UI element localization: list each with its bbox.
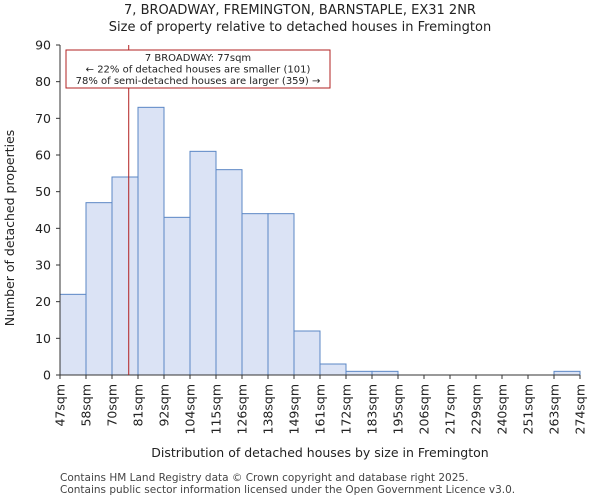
bar-92sqm: [163, 216, 191, 376]
bar-172sqm: [345, 370, 373, 376]
annotation-title: 7 BROADWAY: 77sqm: [145, 53, 251, 64]
x-tick-label: 183sqm: [365, 384, 380, 434]
x-tick-label: 138sqm: [261, 384, 276, 434]
x-tick-label: 263sqm: [547, 384, 562, 434]
y-tick-label: 60: [35, 148, 51, 163]
y-tick-label: 30: [35, 258, 51, 273]
x-tick-label: 104sqm: [183, 384, 198, 434]
annotation-larger: 78% of semi-detached houses are larger (…: [76, 76, 321, 87]
x-tick-label: 195sqm: [391, 384, 406, 434]
x-tick-label: 149sqm: [287, 384, 302, 434]
bar-149sqm: [293, 330, 321, 376]
annotation-box: [65, 49, 331, 89]
footer-licence: Contains public sector information licen…: [60, 484, 516, 496]
y-tick-label: 0: [43, 368, 51, 383]
x-tick-label: 172sqm: [339, 384, 354, 434]
bar-58sqm: [85, 202, 113, 376]
x-tick-label: 70sqm: [105, 384, 120, 427]
y-tick-label: 50: [35, 184, 51, 199]
bar-115sqm: [215, 169, 243, 376]
footer-copyright: Contains HM Land Registry data © Crown c…: [60, 472, 469, 484]
bar-126sqm: [241, 213, 269, 376]
x-tick-label: 81sqm: [131, 384, 146, 427]
chart-title: 7, BROADWAY, FREMINGTON, BARNSTAPLE, EX3…: [124, 3, 476, 18]
bar-183sqm: [371, 370, 399, 376]
bar-70sqm: [111, 176, 139, 376]
x-tick-label: 229sqm: [469, 384, 484, 434]
x-tick-label: 47sqm: [53, 384, 68, 427]
x-tick-label: 217sqm: [443, 384, 458, 434]
x-tick-label: 92sqm: [157, 384, 172, 427]
x-tick-label: 115sqm: [209, 384, 224, 434]
bar-138sqm: [267, 213, 295, 376]
y-tick-label: 40: [35, 221, 51, 236]
x-tick-label: 251sqm: [521, 384, 536, 434]
x-tick-label: 240sqm: [495, 384, 510, 434]
bar-104sqm: [189, 150, 217, 376]
bar-47sqm: [59, 293, 87, 376]
y-tick-label: 10: [35, 331, 51, 346]
y-tick-label: 90: [35, 38, 51, 53]
annotation-smaller: ← 22% of detached houses are smaller (10…: [86, 65, 311, 76]
chart-subtitle: Size of property relative to detached ho…: [108, 20, 492, 35]
x-axis-label: Distribution of detached houses by size …: [151, 445, 488, 460]
bar-161sqm: [319, 363, 347, 376]
y-axis-label: Number of detached properties: [2, 130, 17, 327]
y-tick-label: 70: [35, 111, 51, 126]
x-tick-label: 161sqm: [313, 384, 328, 434]
x-tick-label: 58sqm: [79, 384, 94, 427]
x-tick-label: 206sqm: [417, 384, 432, 434]
x-tick-label: 274sqm: [573, 384, 588, 434]
bar-263sqm: [553, 370, 581, 376]
y-tick-label: 20: [35, 294, 51, 309]
bar-81sqm: [137, 106, 165, 376]
x-tick-label: 126sqm: [235, 384, 250, 434]
y-tick-label: 80: [35, 74, 51, 89]
